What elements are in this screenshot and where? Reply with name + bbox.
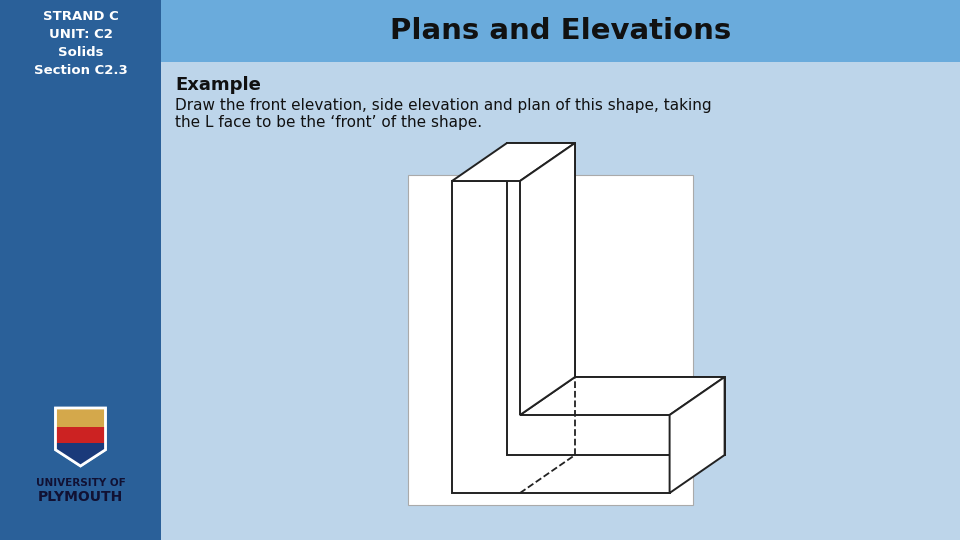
Bar: [408, 175, 693, 505]
Polygon shape: [670, 377, 725, 493]
Bar: [0, 0, 161, 540]
Text: Example: Example: [175, 76, 261, 94]
Polygon shape: [452, 143, 575, 181]
Text: Solids: Solids: [58, 46, 104, 59]
Text: UNIT: C2: UNIT: C2: [49, 28, 112, 41]
Polygon shape: [520, 143, 575, 415]
Polygon shape: [56, 443, 106, 466]
Bar: [161, 0, 960, 62]
Polygon shape: [56, 408, 106, 466]
Text: UNIVERSITY OF: UNIVERSITY OF: [36, 478, 126, 488]
Text: Plans and Elevations: Plans and Elevations: [390, 17, 732, 45]
Polygon shape: [520, 377, 725, 415]
Text: Section C2.3: Section C2.3: [34, 64, 128, 77]
Polygon shape: [56, 427, 106, 443]
Text: PLYMOUTH: PLYMOUTH: [37, 490, 123, 504]
Text: STRAND C: STRAND C: [42, 10, 118, 23]
Polygon shape: [507, 143, 725, 455]
Text: Draw the front elevation, side elevation and plan of this shape, taking
the L fa: Draw the front elevation, side elevation…: [175, 98, 711, 130]
Polygon shape: [452, 181, 670, 493]
